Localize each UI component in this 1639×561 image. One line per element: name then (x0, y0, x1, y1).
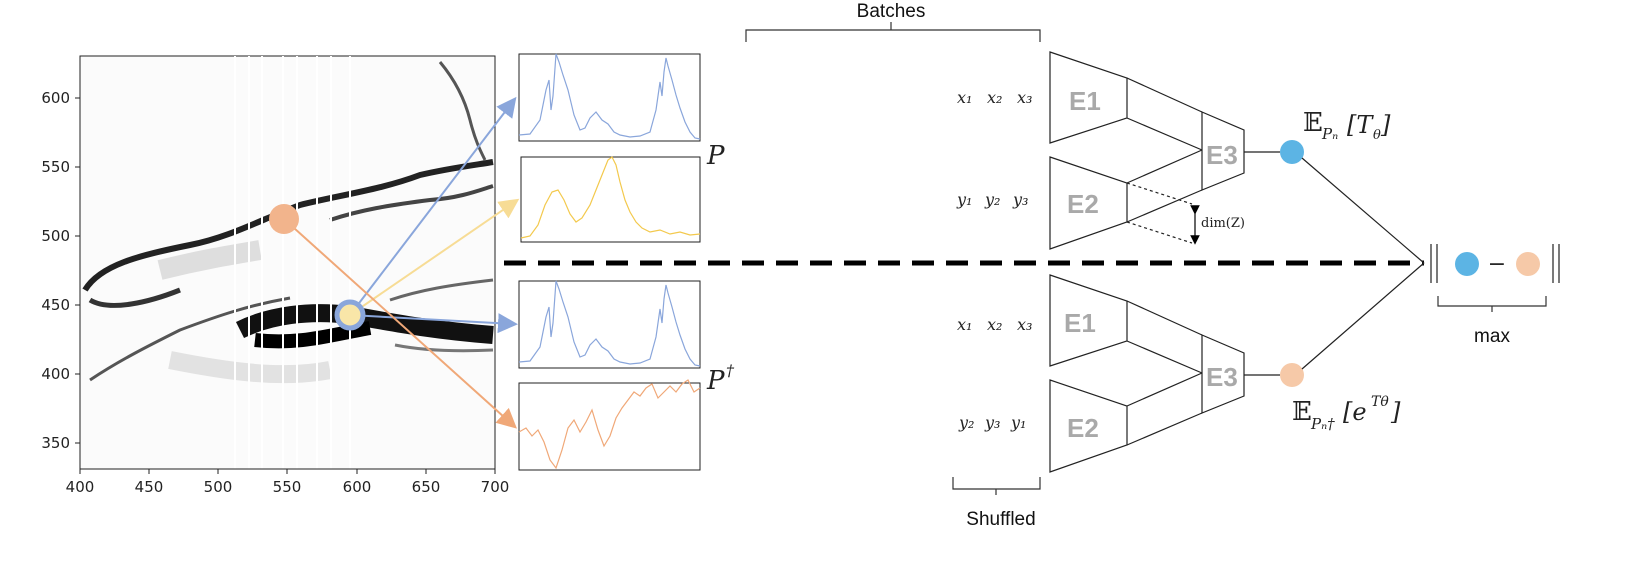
norm-minus: − (1488, 252, 1506, 277)
spectrum-yellow (520, 156, 701, 239)
spectrum-panel-yellow (520, 156, 701, 243)
spectrum-panels: P P † (518, 53, 735, 471)
top-x2: x₂ (987, 88, 1002, 107)
label-p-dagger-sup: † (726, 361, 735, 380)
bottom-x3: x₃ (1017, 315, 1032, 334)
solar-image-plot: 400 450 500 550 600 650 700 600 550 500 … (41, 55, 520, 496)
bottom-x1: x₁ (957, 315, 972, 334)
top-y3: y₃ (1012, 190, 1028, 209)
top-y2: y₂ (984, 190, 1000, 209)
x-tick-550: 550 (273, 478, 302, 496)
e1-bottom-label: E1 (1064, 308, 1096, 338)
arrow-to-orange (283, 218, 517, 429)
norm-blue-dot (1455, 252, 1479, 276)
batches-bracket: Batches (745, 1, 1041, 42)
expect-bottom-E: 𝔼 (1292, 397, 1312, 427)
encoder-e3-bottom (1201, 334, 1245, 414)
bottom-y2: y₂ (958, 413, 974, 432)
top-y1: y₁ (956, 190, 972, 209)
x-tick-450: 450 (135, 478, 164, 496)
x-tick-500: 500 (204, 478, 233, 496)
y-tick-600: 600 (41, 89, 70, 107)
expectation-bottom: 𝔼 Pₙ† [e Tθ ] (1292, 394, 1401, 433)
y-tick-400: 400 (41, 365, 70, 383)
expect-bottom-sup: Tθ (1371, 394, 1389, 410)
expect-top-close: ] (1380, 111, 1391, 139)
max-label: max (1474, 326, 1510, 347)
orange-point (269, 204, 299, 234)
e3-bottom-label: E3 (1206, 362, 1238, 392)
expect-top-E: 𝔼 (1303, 108, 1323, 138)
expect-bottom-close: ] (1390, 398, 1401, 426)
encoder-network-top (1049, 51, 1280, 250)
e1-top-label: E1 (1069, 86, 1101, 116)
arrow-to-yellow (349, 198, 520, 316)
blue-output-dot (1280, 140, 1304, 164)
norm-peach-dot (1516, 252, 1540, 276)
spectrum-panel-blue-bottom (518, 280, 701, 369)
norm-expression: − (1430, 244, 1560, 283)
arrow-to-blue-bottom (349, 313, 518, 334)
expect-top-arg: [T (1347, 111, 1374, 139)
spectrum-panel-orange (518, 382, 701, 471)
max-bracket: max (1437, 296, 1547, 347)
line-peach-to-norm (1301, 262, 1425, 370)
peach-output-dot (1280, 363, 1304, 387)
e2-bottom-label: E2 (1067, 413, 1099, 443)
y-axis: 600 550 500 450 400 350 (41, 56, 81, 469)
x-tick-650: 650 (412, 478, 441, 496)
x-tick-600: 600 (343, 478, 372, 496)
shuffled-bracket: Shuffled (952, 477, 1041, 530)
dim-z-label: dim(Z) (1201, 216, 1245, 231)
x-tick-400: 400 (66, 478, 95, 496)
bottom-y1: y₁ (1010, 413, 1026, 432)
y-tick-350: 350 (41, 434, 70, 452)
expect-bottom-sub: Pₙ† (1310, 415, 1335, 433)
label-p: P (706, 141, 725, 171)
label-p-dagger: P (706, 366, 725, 396)
batch-variables: x₁ x₂ x₃ y₁ y₂ y₃ x₁ x₂ x₃ y₂ y₃ y₁ (956, 88, 1032, 432)
bottom-x2: x₂ (987, 315, 1002, 334)
spectrum-orange (518, 379, 701, 470)
expect-top-sub: Pₙ (1321, 125, 1338, 143)
x-tick-700: 700 (481, 478, 510, 496)
batches-label: Batches (857, 1, 926, 22)
spectrum-blue-bottom (518, 280, 701, 367)
bottom-y3: y₃ (984, 413, 1000, 432)
y-tick-500: 500 (41, 227, 70, 245)
blue-ring-point (334, 299, 366, 331)
x-axis: 400 450 500 550 600 650 700 (66, 468, 510, 496)
encoder-e3-top (1201, 111, 1245, 191)
expect-top-theta: θ (1373, 128, 1381, 143)
spectrum-panel-blue-top (518, 53, 701, 142)
e3-top-label: E3 (1206, 140, 1238, 170)
spectrum-blue-top (518, 53, 701, 140)
encoder-network-bottom (1049, 274, 1280, 473)
y-tick-550: 550 (41, 158, 70, 176)
y-tick-450: 450 (41, 296, 70, 314)
expectation-top: 𝔼 Pₙ [T θ ] (1303, 108, 1391, 143)
arrow-to-blue-top (349, 96, 517, 316)
e2-top-label: E2 (1067, 189, 1099, 219)
shuffled-label: Shuffled (966, 509, 1035, 530)
expect-bottom-arg: [e (1343, 398, 1367, 426)
image-frame (79, 55, 496, 470)
line-blue-to-norm (1301, 157, 1425, 264)
top-x3: x₃ (1017, 88, 1032, 107)
top-x1: x₁ (957, 88, 972, 107)
